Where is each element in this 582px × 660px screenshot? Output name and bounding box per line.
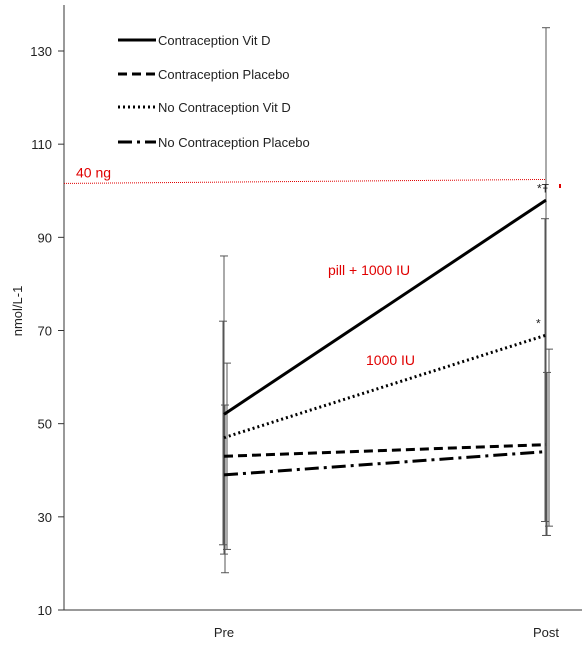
y-tick-label: 130 (30, 44, 52, 59)
reference-line: 40 ng (63, 164, 547, 184)
legend-label: No Contraception Placebo (158, 135, 310, 150)
annotation-pill-1000iu: pill + 1000 IU (328, 262, 410, 278)
red-mark (559, 184, 561, 188)
series-lines (223, 198, 547, 477)
series-line-0 (223, 198, 547, 416)
reference-line-label: 40 ng (76, 164, 111, 180)
y-tick-label: 30 (38, 510, 52, 525)
significance-marker: * (536, 317, 541, 331)
significance-marker: *Ŧ (537, 181, 550, 195)
legend-label: Contraception Placebo (158, 67, 290, 82)
series-line-2 (223, 333, 547, 440)
annotations: pill + 1000 IU 1000 IU *Ŧ * (328, 181, 561, 368)
y-axis-label: nmol/L-1 (10, 286, 25, 337)
x-tick-label: Pre (214, 625, 234, 640)
y-tick-label: 90 (38, 230, 52, 245)
legend-label: No Contraception Vit D (158, 100, 291, 115)
legend-label: Contraception Vit D (158, 33, 271, 48)
y-tick-label: 50 (38, 417, 52, 432)
y-tick-label: 70 (38, 324, 52, 339)
y-ticks: 10 30 50 70 90 110 130 (30, 44, 64, 618)
reference-line-40ng (63, 178, 547, 184)
x-tick-label: Post (533, 625, 559, 640)
error-bars (219, 27, 553, 574)
annotation-1000iu: 1000 IU (366, 352, 415, 368)
series-line-1 (223, 443, 547, 458)
y-tick-label: 110 (31, 137, 52, 152)
x-ticks: Pre Post (214, 625, 560, 640)
y-tick-label: 10 (38, 603, 52, 618)
legend: Contraception Vit D Contraception Placebo… (118, 33, 310, 150)
